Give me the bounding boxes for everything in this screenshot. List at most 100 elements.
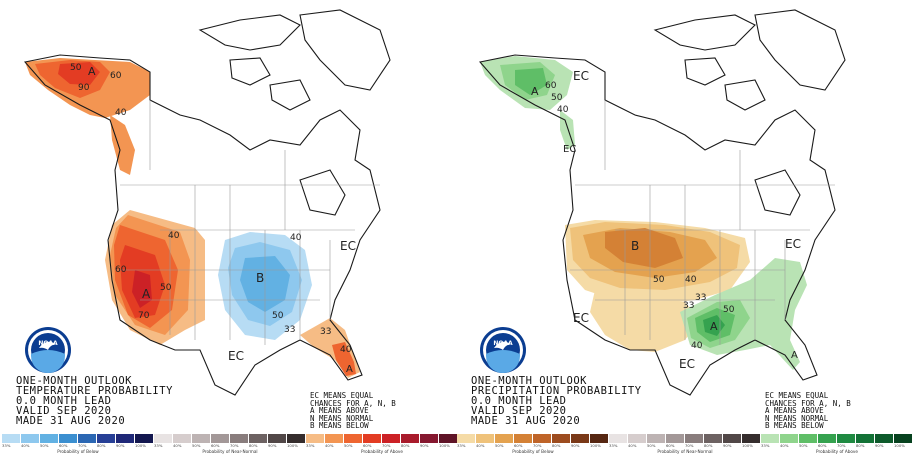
precipitation-caption: ONE-MONTH OUTLOOK PRECIPITATION PROBABIL…	[471, 375, 642, 427]
scale-ticks: 33% 40% 50% 60% 70% 80% 90% 100%	[457, 443, 609, 448]
color-swatch	[78, 434, 97, 443]
color-swatches	[2, 434, 154, 443]
scale-tick-label: 90%	[875, 443, 884, 448]
scale-ticks: 33% 40% 50% 60% 70% 80% 90% 100%	[2, 443, 154, 448]
color-swatch	[192, 434, 211, 443]
color-swatch	[666, 434, 685, 443]
color-scale-group: 33% 40% 50% 60% 70% 80% 90% 100% Probability of …	[761, 434, 913, 454]
scale-tick-label: 33%	[2, 443, 11, 448]
caption-line: TEMPERATURE PROBABILITY	[16, 385, 173, 397]
color-swatch	[514, 434, 533, 443]
color-swatches	[457, 434, 609, 443]
state-lines	[570, 100, 835, 345]
scale-title: Probability of Above	[361, 449, 403, 454]
precip-ec-ne-label: EC	[785, 237, 801, 251]
color-swatch	[59, 434, 78, 443]
scale-tick-label: 40%	[325, 443, 334, 448]
scale-tick-label: 80%	[249, 443, 258, 448]
scale-tick-label: 50%	[647, 443, 656, 448]
southeast-wet-60-region	[703, 315, 725, 336]
caption-line: 0.0 MONTH LEAD	[16, 395, 112, 407]
color-swatch	[856, 434, 875, 443]
color-swatches	[306, 434, 458, 443]
scale-tick-label: 40%	[173, 443, 182, 448]
scale-tick-label: 80%	[97, 443, 106, 448]
color-swatch	[799, 434, 818, 443]
precip-ec-alaska-label: EC	[573, 69, 589, 83]
temp-alaska-90-label: 90	[78, 83, 90, 93]
scale-ticks: 33% 40% 50% 60% 70% 80% 90% 100%	[306, 443, 458, 448]
color-swatch	[628, 434, 647, 443]
scale-tick-label: 40%	[780, 443, 789, 448]
scale-tick-label: 40%	[628, 443, 637, 448]
color-swatch	[742, 434, 761, 443]
temp-west-60-label: 60	[115, 265, 127, 275]
color-swatch	[249, 434, 268, 443]
color-scale-group: 33% 40% 50% 60% 70% 80% 90% 100% Probability of …	[457, 434, 609, 454]
color-swatch	[344, 434, 363, 443]
color-swatch	[401, 434, 420, 443]
south-dry-region	[590, 290, 700, 352]
scale-title: Probability of Below	[512, 449, 554, 454]
precip-se-a2-label: A	[791, 350, 798, 361]
color-swatch	[571, 434, 590, 443]
north-dry-50-region	[605, 228, 683, 268]
color-swatch	[761, 434, 780, 443]
precipitation-outlook-map: A 60 50 40 EC EC B 50 40 33 EC EC EC A A…	[478, 9, 846, 396]
scale-tick-label: 100%	[742, 443, 753, 448]
scale-title: Probability of Near-Normal	[202, 449, 258, 454]
precip-ec-west-label: EC	[573, 311, 589, 325]
color-scale-group: 33% 40% 50% 60% 70% 80% 90% 100% Probability of …	[2, 434, 154, 454]
color-swatch	[685, 434, 704, 443]
precip-north-40-label: 40	[685, 275, 697, 285]
color-scale-group: 33% 40% 50% 60% 70% 80% 90% 100% Probability of …	[306, 434, 458, 454]
caption-line: VALID SEP 2020	[16, 405, 112, 417]
legend-note: EC MEANS EQUAL CHANCES FOR A, N, B A MEA…	[310, 392, 396, 430]
scale-tick-label: 50%	[495, 443, 504, 448]
legend-note-line: N MEANS NORMAL	[310, 413, 374, 423]
color-swatch	[723, 434, 742, 443]
florida-above-40-region	[332, 342, 356, 376]
color-swatch	[420, 434, 439, 443]
scale-ticks: 33% 40% 50% 60% 70% 80% 90% 100%	[609, 443, 761, 448]
legend-note-line: A MEANS ABOVE	[310, 406, 369, 416]
color-swatch	[363, 434, 382, 443]
color-swatch	[97, 434, 116, 443]
scale-tick-label: 80%	[856, 443, 865, 448]
alaska-wet-50-region	[515, 68, 547, 95]
temp-west-50-label: 50	[160, 283, 172, 293]
precip-ec-canada-west-label: EC	[563, 144, 576, 155]
scale-tick-label: 50%	[40, 443, 49, 448]
color-swatch	[533, 434, 552, 443]
scale-tick-label: 90%	[723, 443, 732, 448]
precip-se-a-label: A	[710, 320, 718, 333]
temperature-outlook-panel: A 90 60 50 40 A 60 50 40 70 B 40 50 33 E…	[0, 0, 458, 468]
temperature-caption: ONE-MONTH OUTLOOK TEMPERATURE PROBABILIT…	[16, 375, 173, 427]
scale-tick-label: 100%	[439, 443, 450, 448]
scale-tick-label: 80%	[552, 443, 561, 448]
caption-line: MADE 31 AUG 2020	[16, 415, 126, 427]
noaa-logo: NOAA	[480, 327, 526, 373]
scale-tick-label: 100%	[135, 443, 146, 448]
color-swatch	[325, 434, 344, 443]
precip-alaska-a-label: A	[531, 85, 539, 98]
scale-tick-label: 70%	[382, 443, 391, 448]
color-swatch	[2, 434, 21, 443]
caption-line: ONE-MONTH OUTLOOK	[471, 375, 587, 387]
scale-tick-label: 100%	[590, 443, 601, 448]
precip-se-50-label: 50	[723, 305, 735, 315]
temp-alaska-50-label: 50	[70, 63, 82, 73]
temp-florida-33-label: 33	[320, 327, 331, 337]
scale-tick-label: 90%	[571, 443, 580, 448]
caption-line: ONE-MONTH OUTLOOK	[16, 375, 132, 387]
scale-tick-label: 40%	[476, 443, 485, 448]
scale-tick-label: 70%	[78, 443, 87, 448]
temp-florida-a-label: A	[346, 364, 353, 375]
color-swatch	[154, 434, 173, 443]
legend-note: EC MEANS EQUAL CHANCES FOR A, N, B A MEA…	[765, 392, 851, 430]
temp-ec-center-label: EC	[228, 349, 244, 363]
precip-se-33-label: 33	[683, 301, 694, 311]
color-scale-group: 33% 40% 50% 60% 70% 80% 90% 100% Probability of …	[609, 434, 761, 454]
temp-alaska-a-label: A	[88, 65, 96, 78]
scale-tick-label: 70%	[230, 443, 239, 448]
